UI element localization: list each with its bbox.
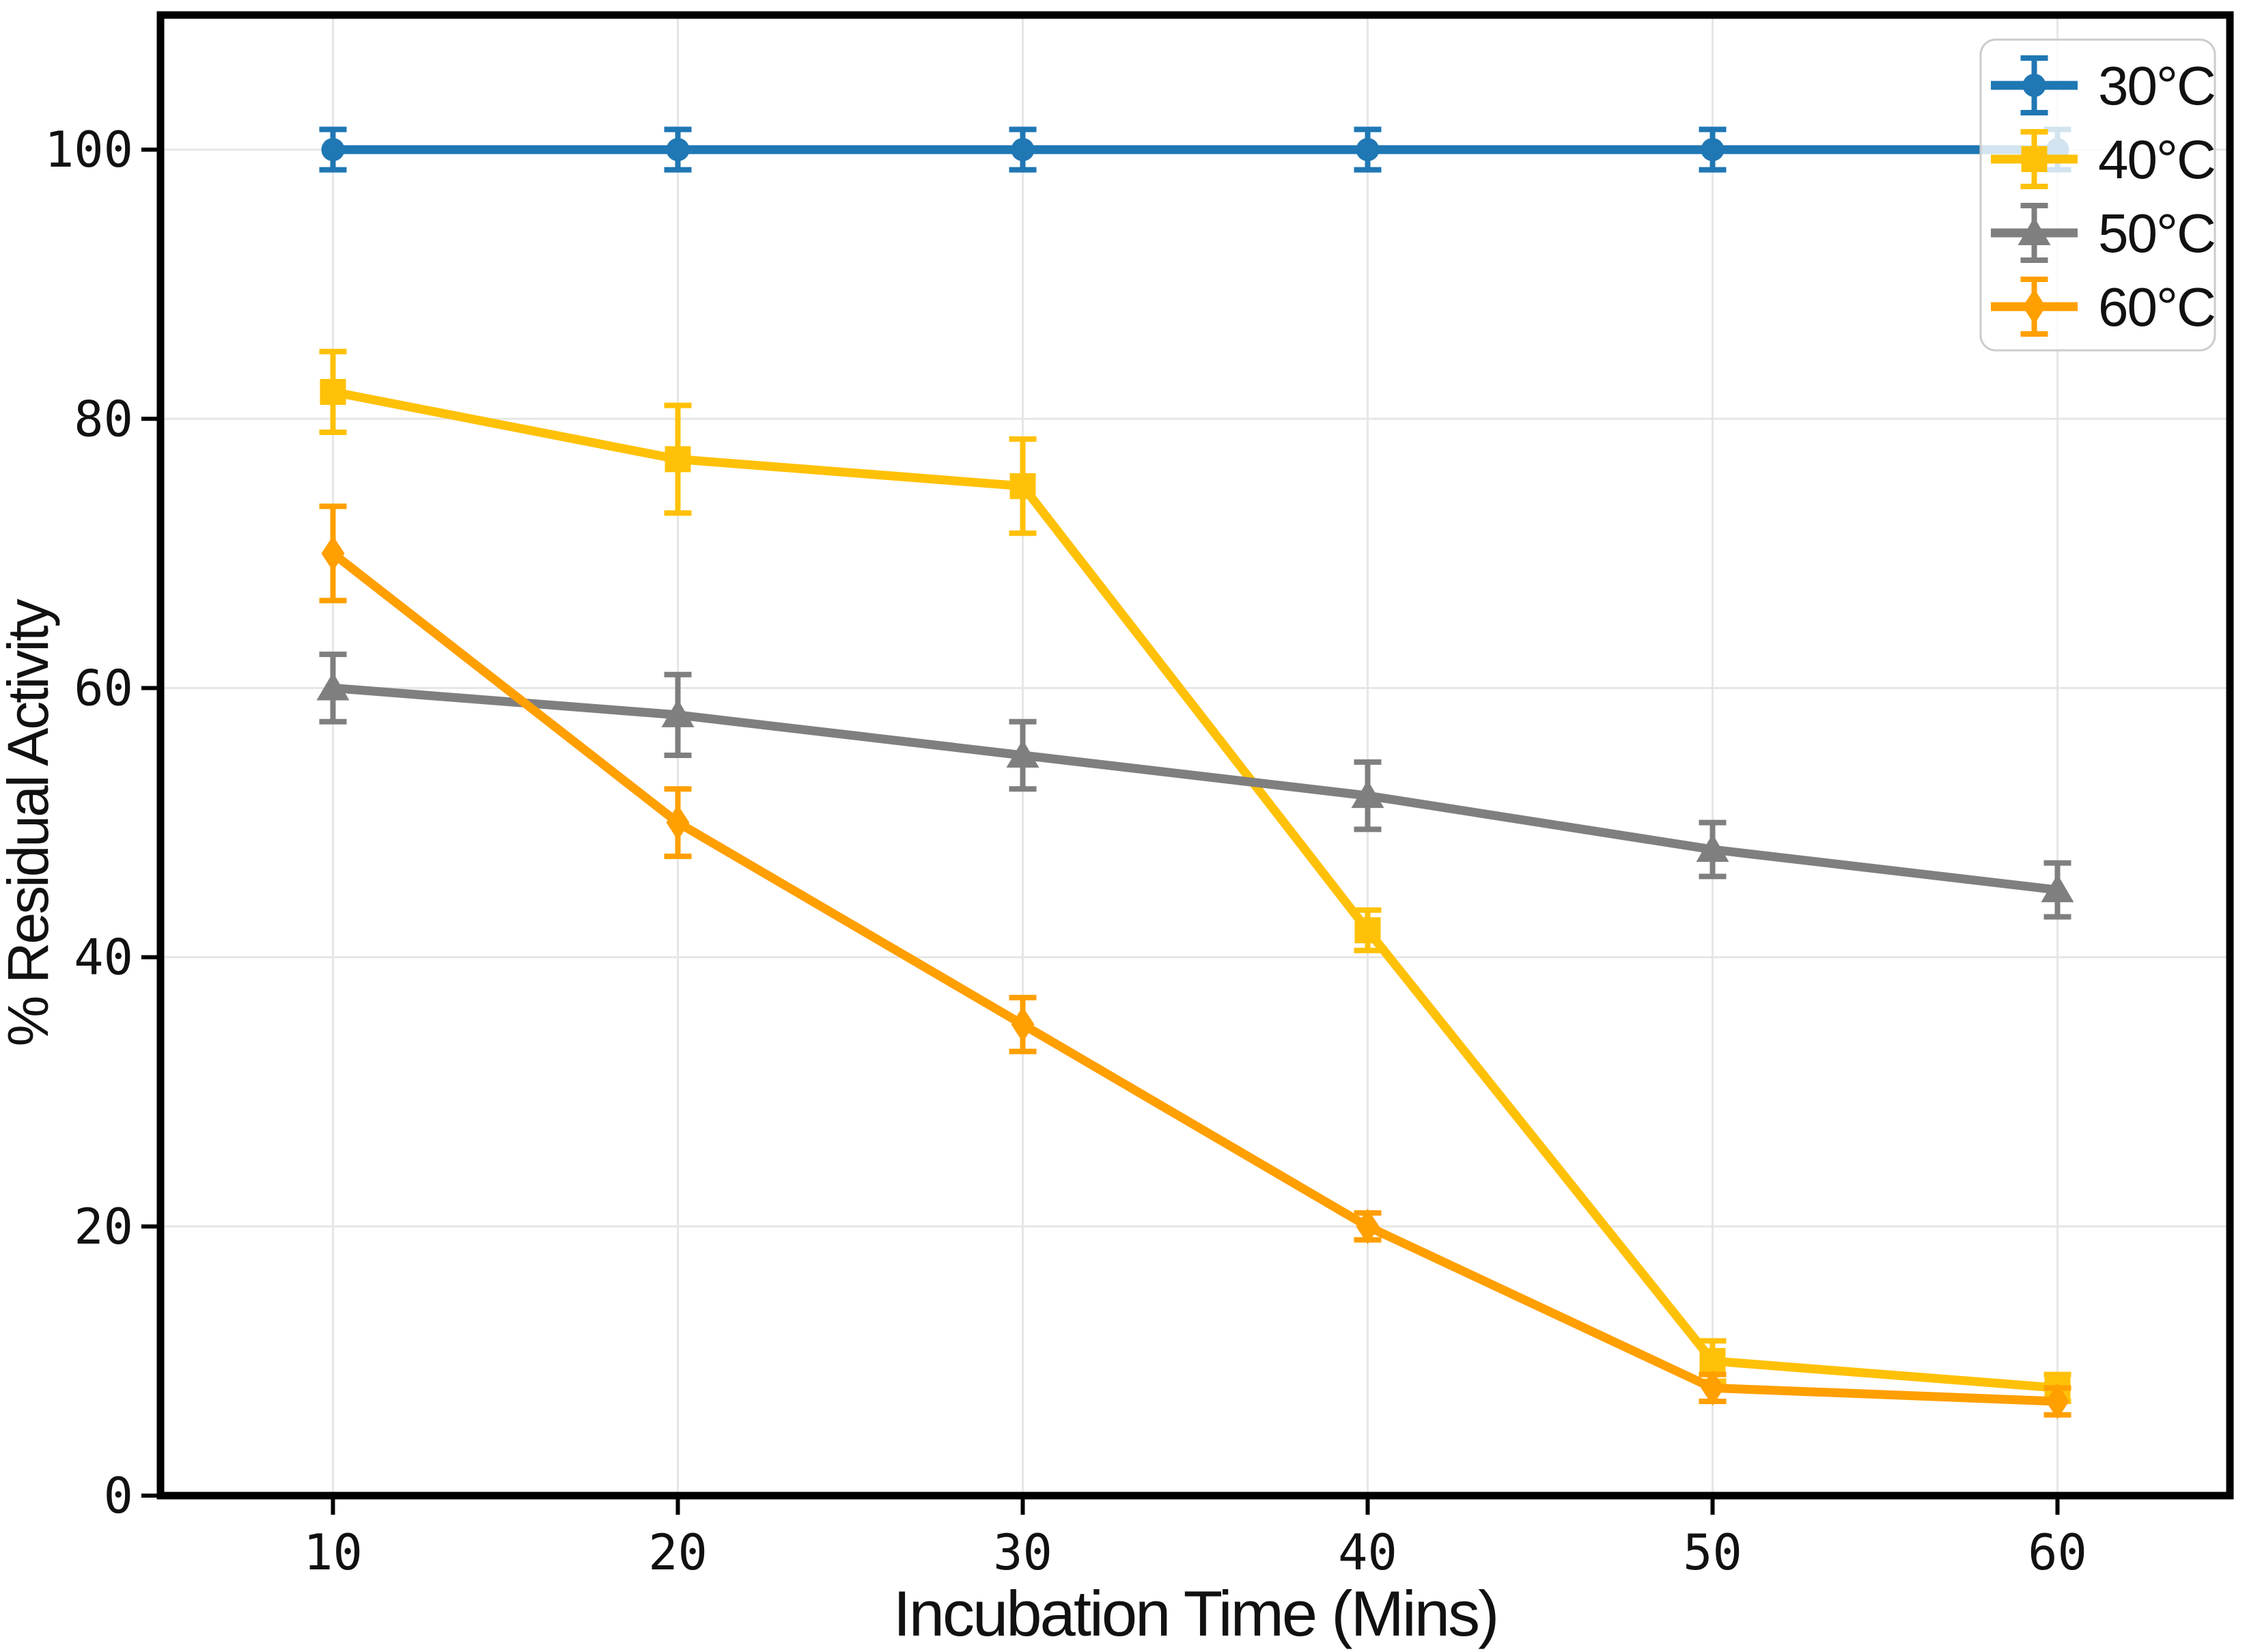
y-tick-label: 100 — [44, 121, 133, 178]
axes-frame — [156, 11, 2234, 1500]
legend-entry: 60°C — [1991, 277, 2216, 337]
legend-entry: 40°C — [1991, 129, 2216, 190]
y-tick-label: 0 — [104, 1467, 133, 1524]
legend: 30°C 40°C 50°C 60°C — [1979, 38, 2216, 352]
legend-box — [1979, 38, 2216, 352]
legend-label: 40°C — [2098, 129, 2215, 190]
y-axis-title: % Residual Activity — [0, 599, 60, 1047]
legend-entry: 50°C — [1991, 203, 2216, 264]
x-tick-label: 10 — [303, 1524, 363, 1581]
x-tick-label: 30 — [993, 1524, 1052, 1581]
y-tick-label: 40 — [74, 929, 133, 986]
legend-label: 50°C — [2098, 203, 2215, 264]
series-50c — [316, 652, 2074, 920]
series-line — [332, 387, 2058, 1392]
legend-label: 30°C — [2098, 55, 2215, 116]
series-line — [332, 683, 2058, 895]
y-tick-label: 60 — [74, 659, 133, 716]
series-line — [330, 550, 2058, 1406]
x-tick-label: 50 — [1683, 1524, 1742, 1581]
x-tick-label: 40 — [1338, 1524, 1397, 1581]
y-tick-label: 20 — [74, 1198, 133, 1255]
x-tick-label: 60 — [2028, 1524, 2087, 1581]
series-60c — [319, 503, 2071, 1420]
legend-entry: 30°C — [1991, 55, 2216, 116]
x-tick-label: 20 — [648, 1524, 708, 1581]
legend-label: 60°C — [2098, 277, 2215, 337]
x-axis-title: Incubation Time (Mins) — [893, 1578, 1498, 1649]
y-tick-label: 80 — [74, 390, 133, 447]
ticks: 10 20 30 40 50 60 0 20 40 60 80 100 — [44, 121, 2087, 1581]
